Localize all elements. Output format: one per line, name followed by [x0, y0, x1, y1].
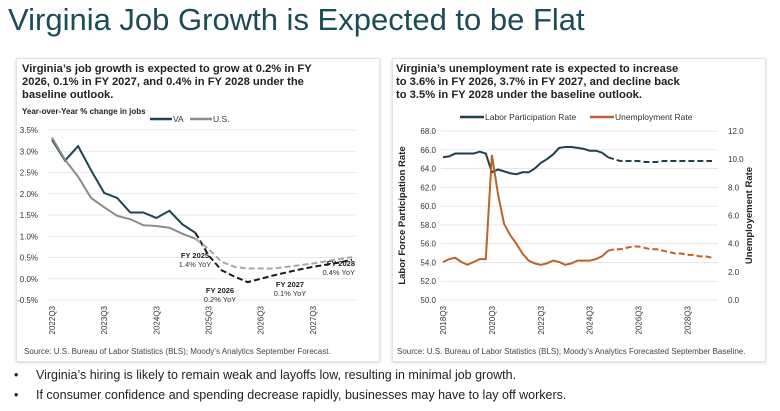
x-tick-label: 2020Q3: [488, 305, 497, 334]
y-tick-label: 64.0: [420, 165, 436, 174]
annotation-value: 1.4% YoY: [179, 260, 212, 269]
bullet-text: Virginia’s hiring is likely to remain we…: [36, 368, 517, 382]
y2-tick-label: 0.0: [728, 296, 740, 305]
left-chart-heading: Virginia’s job growth is expected to gro…: [22, 63, 312, 101]
bullet-1: • Virginia’s hiring is likely to remain w…: [14, 368, 517, 382]
annotation-value: 0.2% YoY: [204, 295, 237, 304]
y-tick-label: 60.0: [420, 202, 436, 211]
y-tick-label: 52.0: [420, 277, 436, 286]
annotation-label: FY 2026: [206, 286, 234, 295]
x-tick-label: 2022Q3: [48, 305, 57, 334]
y-tick-label: 3.0%: [20, 147, 38, 156]
y-tick-label: 2.5%: [20, 169, 38, 178]
x-tick-label: 2024Q3: [586, 305, 595, 334]
series-forecast-us: [194, 238, 353, 270]
series-line-us: [51, 137, 196, 240]
legend-label: Labor Participation Rate: [485, 112, 576, 122]
y-tick-label: 0.0%: [20, 275, 38, 284]
y-tick-label: 58.0: [420, 221, 436, 230]
x-tick-label: 2028Q3: [684, 305, 693, 334]
x-tick-label: 2022Q3: [537, 305, 546, 334]
series-line-1: [442, 154, 609, 266]
annotation-label: FY 2027: [276, 280, 304, 289]
y-tick-label: 50.0: [420, 296, 436, 305]
series-line-va: [51, 139, 197, 234]
left-y-label: Year-over-Year % change in jobs: [22, 107, 146, 116]
legend-label: Unemployment Rate: [615, 112, 693, 122]
y-tick-label: 1.0%: [20, 232, 38, 241]
y2-tick-label: 6.0: [728, 212, 740, 221]
y2-tick-label: 2.0: [728, 268, 740, 277]
x-tick-label: 2025Q3: [205, 305, 214, 334]
series-forecast-1: [607, 245, 713, 259]
left-source: Source: U.S. Bureau of Labor Statistics …: [24, 347, 331, 356]
y2-tick-label: 8.0: [728, 183, 740, 192]
x-tick-label: 2024Q3: [152, 305, 161, 334]
y-tick-label: -0.5%: [17, 296, 38, 305]
x-tick-label: 2026Q3: [257, 305, 266, 334]
y2-tick-label: 4.0: [728, 240, 740, 249]
y-tick-label: 54.0: [420, 258, 436, 267]
y-tick-label: 3.5%: [20, 126, 38, 135]
left-chart-panel: [16, 58, 380, 362]
right-source: Source: U.S. Bureau of Labor Statistics …: [397, 347, 746, 356]
right-chart-heading: Virginia’s unemployment rate is expected…: [396, 63, 680, 101]
y-tick-label: 62.0: [420, 183, 436, 192]
y2-tick-label: 12.0: [728, 127, 744, 136]
y-tick-label: 68.0: [420, 127, 436, 136]
annotation-value: 0.1% YoY: [274, 289, 307, 298]
annotation-value: 0.4% YoY: [322, 268, 355, 277]
y-tick-label: 1.5%: [20, 211, 38, 220]
legend-label: VA: [173, 114, 184, 124]
y-tick-label: 56.0: [420, 240, 436, 249]
bullet-2: • If consumer confidence and spending dec…: [14, 388, 567, 402]
y2-axis-title: Unemployement Rate: [744, 167, 755, 264]
series-forecast-va: [194, 232, 353, 284]
y2-tick-label: 10.0: [728, 155, 744, 164]
x-tick-label: 2018Q3: [439, 305, 448, 334]
x-tick-label: 2027Q3: [309, 305, 318, 334]
y-tick-label: 66.0: [420, 146, 436, 155]
x-tick-label: 2026Q3: [635, 305, 644, 334]
y-axis-title: Labor Force Participation Rate: [397, 146, 408, 284]
page-title: Virginia Job Growth is Expected to be Fl…: [8, 2, 585, 37]
series-forecast-0: [607, 156, 712, 163]
x-tick-label: 2023Q3: [100, 305, 109, 334]
annotation-label: FY 2025: [181, 251, 209, 260]
y-tick-label: 2.0%: [20, 190, 38, 199]
right-chart-panel: [392, 58, 766, 362]
annotation-label: FY 2028: [327, 259, 355, 268]
bullet-text: If consumer confidence and spending decr…: [36, 388, 567, 402]
series-line-0: [442, 145, 609, 176]
y-tick-label: 0.5%: [20, 254, 38, 263]
legend-label: U.S.: [213, 114, 230, 124]
